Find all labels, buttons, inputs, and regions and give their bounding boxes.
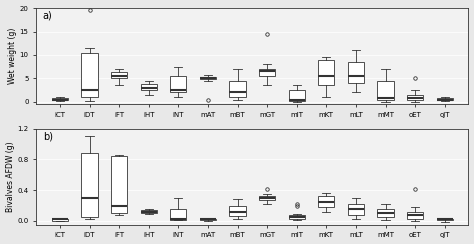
Text: b): b) xyxy=(43,132,53,142)
PathPatch shape xyxy=(377,209,394,217)
PathPatch shape xyxy=(82,53,98,97)
PathPatch shape xyxy=(377,81,394,101)
PathPatch shape xyxy=(289,90,305,101)
PathPatch shape xyxy=(170,209,186,220)
PathPatch shape xyxy=(200,77,216,79)
PathPatch shape xyxy=(229,81,246,97)
PathPatch shape xyxy=(141,210,157,213)
PathPatch shape xyxy=(318,196,335,207)
PathPatch shape xyxy=(348,62,364,83)
PathPatch shape xyxy=(437,98,453,101)
PathPatch shape xyxy=(141,84,157,90)
PathPatch shape xyxy=(200,219,216,220)
PathPatch shape xyxy=(52,98,68,101)
Text: a): a) xyxy=(43,11,53,21)
PathPatch shape xyxy=(170,76,186,92)
PathPatch shape xyxy=(289,215,305,219)
PathPatch shape xyxy=(348,204,364,215)
PathPatch shape xyxy=(52,219,68,221)
PathPatch shape xyxy=(437,219,453,220)
PathPatch shape xyxy=(229,206,246,216)
PathPatch shape xyxy=(82,153,98,217)
PathPatch shape xyxy=(318,60,335,85)
PathPatch shape xyxy=(259,196,275,200)
PathPatch shape xyxy=(259,69,275,76)
Y-axis label: Bivalves AFDW (g): Bivalves AFDW (g) xyxy=(6,142,15,212)
Y-axis label: Wet weight (g): Wet weight (g) xyxy=(8,28,17,84)
PathPatch shape xyxy=(407,95,423,101)
PathPatch shape xyxy=(111,72,127,78)
PathPatch shape xyxy=(111,156,127,213)
PathPatch shape xyxy=(407,212,423,219)
